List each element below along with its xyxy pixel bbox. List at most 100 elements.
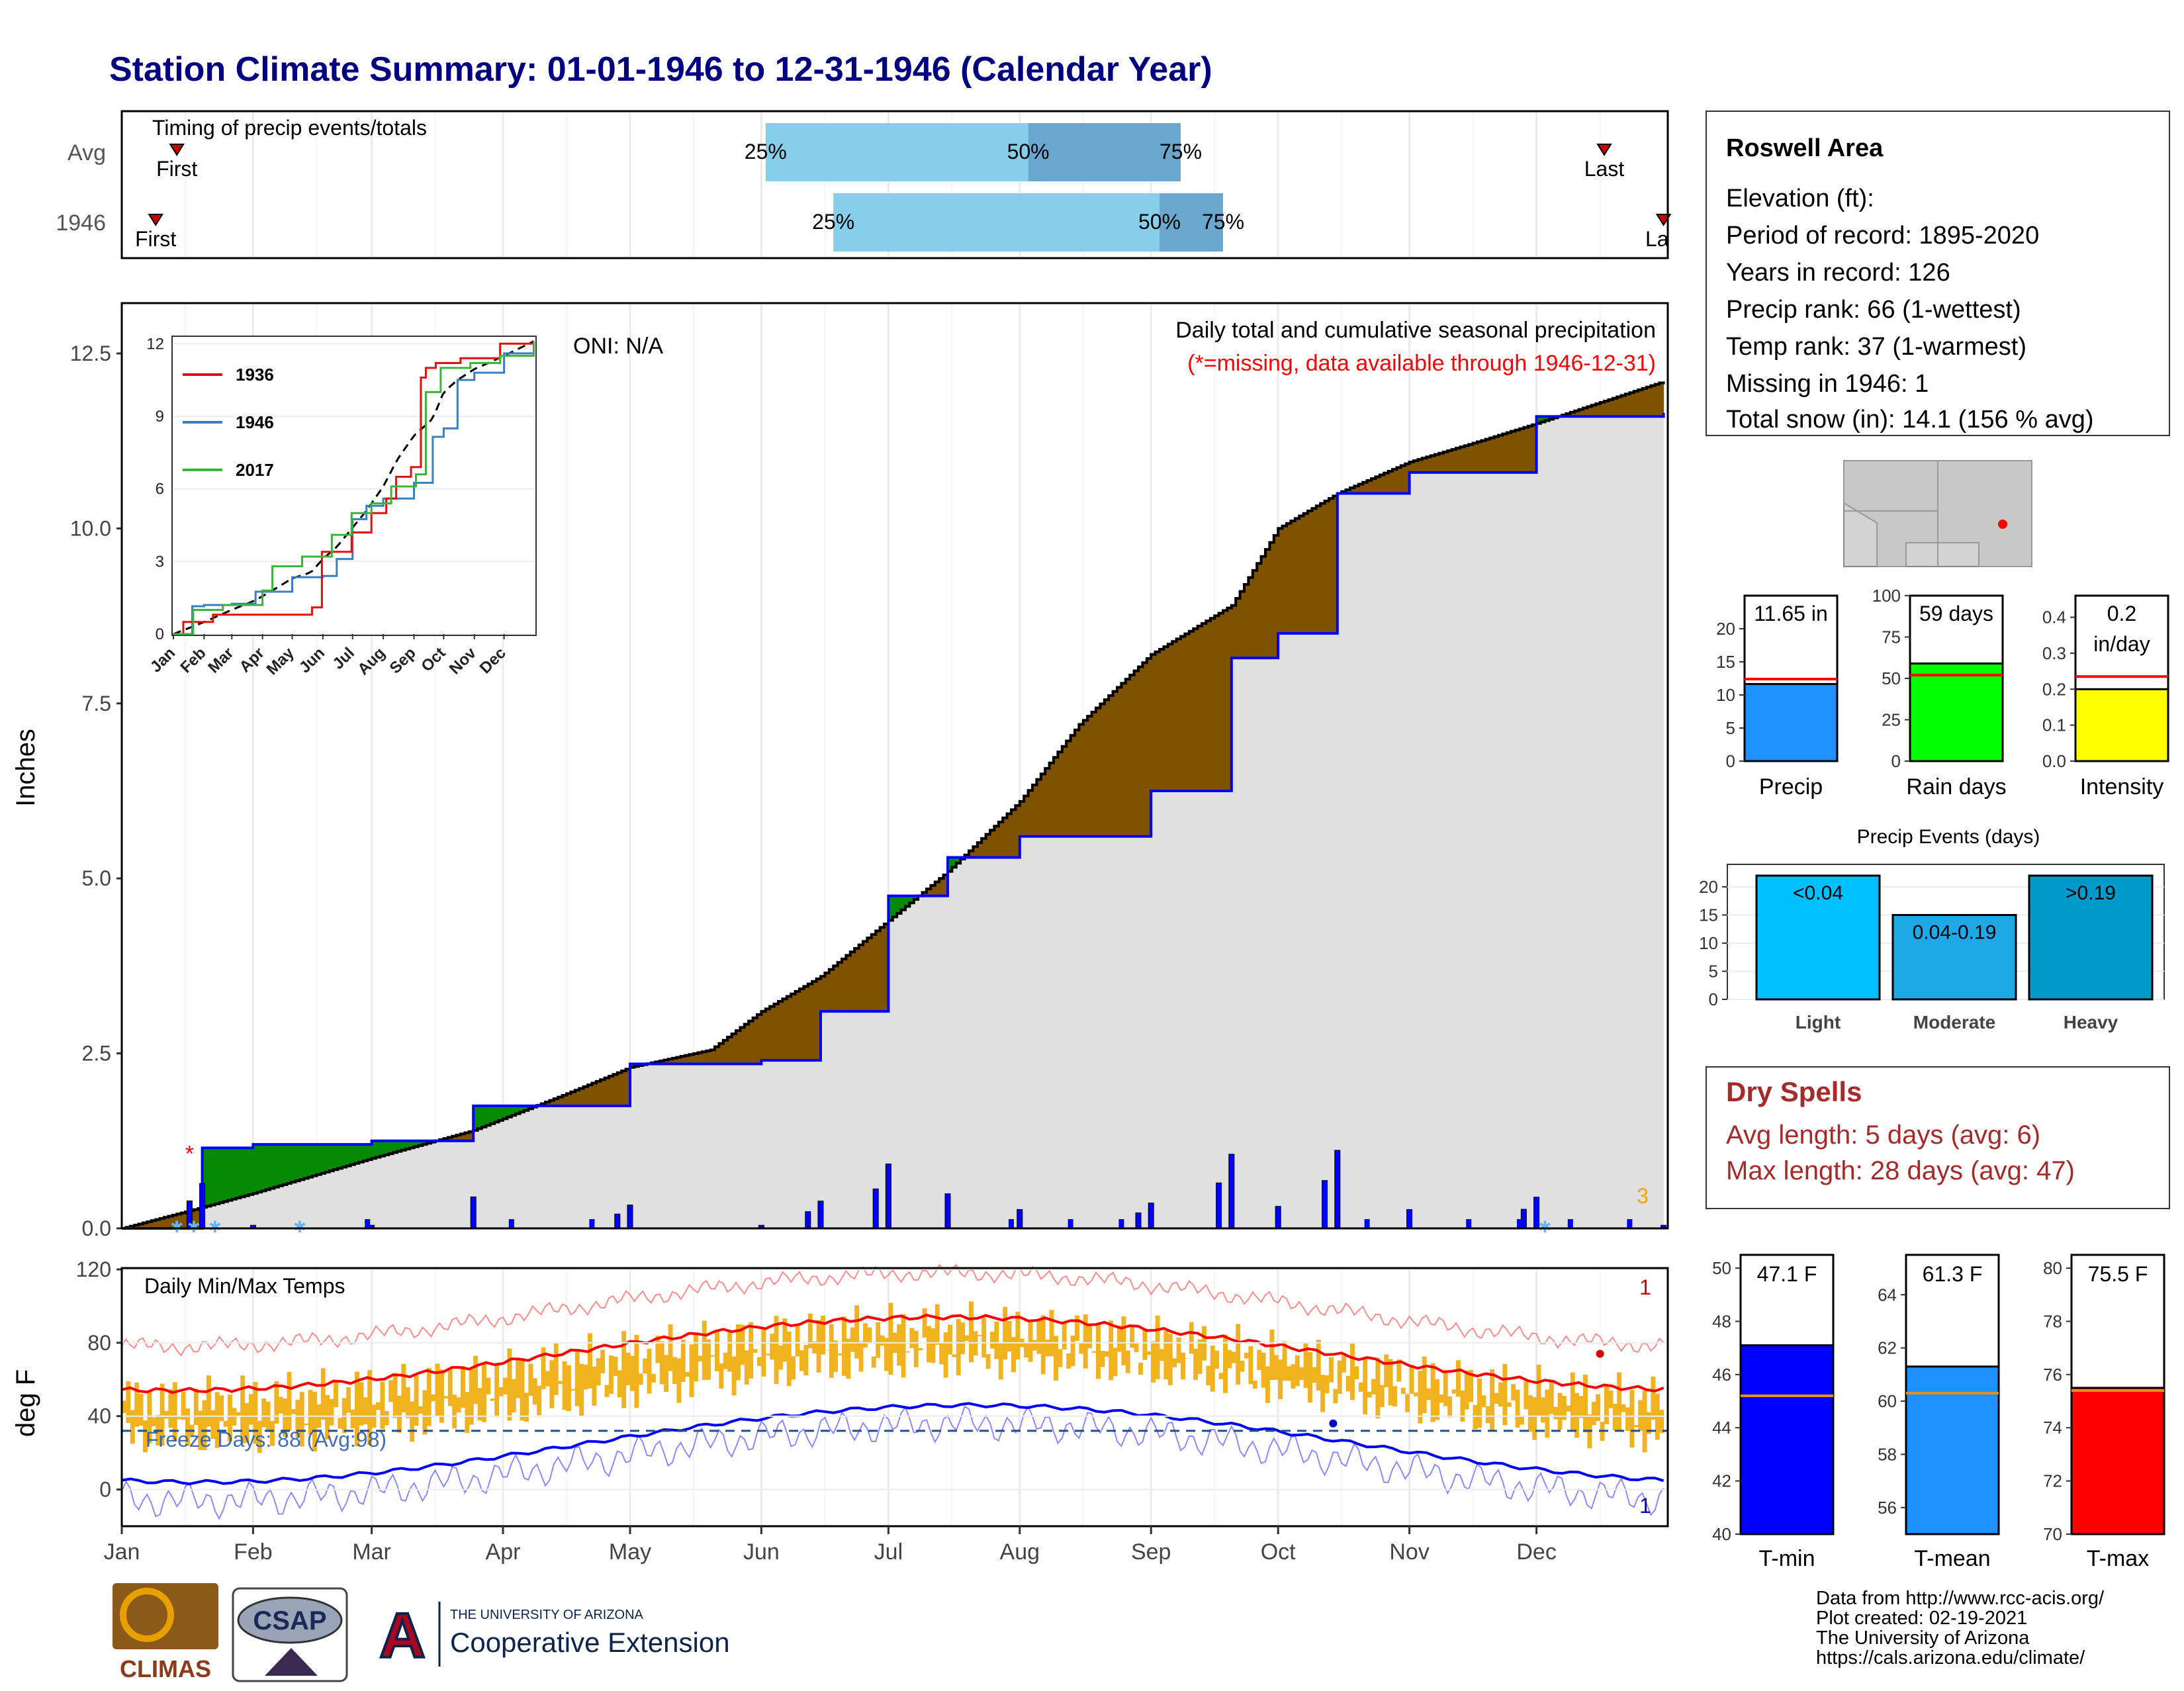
temp-bar-tick-label-0: 40 — [1712, 1524, 1731, 1544]
daily-temp-range-bar — [821, 1316, 825, 1355]
daily-precip-bar — [1136, 1212, 1141, 1228]
csap-logo: CSAP — [233, 1588, 347, 1681]
daily-temp-range-bar — [376, 1402, 381, 1410]
precip-base-strip — [249, 1195, 253, 1228]
station-line-precip-rank: Precip rank: 66 (1-wettest) — [1726, 296, 2021, 324]
precip-below-avg-strip — [588, 1085, 592, 1106]
precip-base-strip — [1320, 633, 1325, 1228]
precip-base-strip — [1651, 416, 1655, 1228]
timing-avg-last-label: Last — [1584, 157, 1625, 181]
temp-bar-label-t-min: T-min — [1759, 1546, 1815, 1571]
precip-base-strip — [1062, 837, 1067, 1228]
precip-base-strip — [266, 1189, 271, 1228]
inset-month-label: Jan — [147, 644, 179, 676]
precip-base-strip — [418, 1146, 423, 1228]
precip-base-strip — [1177, 791, 1181, 1228]
precip-base-strip — [723, 1064, 728, 1228]
daily-temp-range-bar — [1236, 1324, 1240, 1385]
precip-base-strip — [1163, 791, 1168, 1228]
mini-bar-tick-label-2: 0.0 — [2042, 751, 2066, 771]
precip-base-strip — [1147, 837, 1152, 1228]
precip-base-strip — [1316, 633, 1321, 1228]
daily-temp-range-bar — [334, 1381, 338, 1407]
precip-below-avg-strip — [1036, 780, 1041, 837]
precip-base-strip — [1460, 473, 1465, 1228]
daily-temp-range-bar — [1193, 1349, 1198, 1380]
daily-temp-range-bar — [1113, 1348, 1118, 1376]
daily-temp-range-bar — [880, 1336, 885, 1346]
precip-base-strip — [833, 1011, 838, 1228]
precip-base-strip — [507, 1117, 512, 1228]
precip-base-strip — [791, 1060, 796, 1228]
precip-base-strip — [516, 1114, 520, 1228]
daily-precip-bar-small — [1009, 1219, 1014, 1228]
precip-below-avg-strip — [1643, 388, 1647, 416]
precip-below-avg-strip — [1257, 563, 1261, 658]
mini-bar-tick-label-0: 15 — [1716, 652, 1735, 672]
daily-temp-range-bar — [194, 1389, 199, 1425]
precip-base-strip — [715, 1064, 719, 1228]
daily-temp-range-bar — [1516, 1390, 1520, 1428]
precip-below-avg-strip — [859, 945, 864, 1011]
daily-temp-range-bar — [397, 1396, 402, 1433]
precip-below-avg-strip — [1456, 448, 1461, 473]
precip-above-avg-strip — [240, 1148, 245, 1197]
precip-base-strip — [643, 1065, 647, 1228]
daily-temp-range-bar — [909, 1328, 914, 1348]
daily-temp-range-bar — [960, 1322, 965, 1354]
mini-bar-tick-label-0: 10 — [1716, 685, 1735, 705]
events-bar-label-heavy: Heavy — [2064, 1012, 2118, 1032]
daily-temp-range-bar — [512, 1379, 516, 1412]
daily-temp-range-bar — [787, 1332, 792, 1386]
precip-base-strip — [1066, 837, 1071, 1228]
precip-below-avg-strip — [1142, 663, 1147, 837]
precip-below-avg-strip — [1392, 469, 1397, 493]
inset-y-tick-label: 9 — [156, 408, 164, 426]
daily-temp-range-bar — [1163, 1331, 1168, 1380]
precip-base-strip — [727, 1064, 732, 1228]
temp-bar-value-t-mean — [1906, 1367, 1999, 1534]
temp-bar-tick-label-0: 46 — [1712, 1365, 1731, 1385]
precip-below-avg-strip — [1126, 679, 1130, 837]
daily-temp-range-bar — [1198, 1340, 1203, 1374]
daily-temp-range-bar — [1579, 1396, 1584, 1418]
precip-base-strip — [1079, 837, 1083, 1228]
daily-temp-range-bar — [321, 1368, 326, 1420]
daily-temp-range-bar — [626, 1353, 631, 1385]
precip-base-strip — [846, 1011, 850, 1228]
precip-below-avg-strip — [1071, 735, 1075, 837]
precip-base-strip — [1426, 473, 1431, 1228]
precip-below-avg-strip — [803, 986, 808, 1060]
station-location-dot — [1998, 520, 2007, 529]
daily-temp-range-bar — [1036, 1319, 1041, 1353]
precip-base-strip — [1613, 416, 1617, 1228]
precip-below-avg-strip — [1244, 584, 1249, 658]
daily-temp-range-bar — [634, 1335, 639, 1408]
footer-line-created: Plot created: 02-19-2021 — [1816, 1608, 2027, 1629]
precip-below-avg-strip — [1117, 688, 1122, 837]
precip-base-strip — [1384, 494, 1388, 1228]
daily-temp-range-bar — [761, 1328, 766, 1377]
precip-base-strip — [367, 1160, 372, 1228]
daily-temp-range-bar — [1265, 1366, 1270, 1402]
precip-below-avg-strip — [1011, 809, 1016, 857]
precip-base-strip — [570, 1106, 575, 1228]
precip-base-strip — [270, 1189, 275, 1228]
temp-bar-tick-label-1: 58 — [1878, 1444, 1897, 1464]
precip-below-avg-strip — [736, 1030, 741, 1064]
precip-above-avg-strip — [334, 1144, 338, 1169]
precip-base-strip — [1172, 791, 1177, 1228]
daily-temp-range-bar — [867, 1328, 872, 1344]
precip-base-strip — [549, 1106, 554, 1228]
precip-base-strip — [1431, 473, 1435, 1228]
precip-base-strip — [482, 1127, 486, 1228]
precip-base-strip — [850, 1011, 855, 1228]
daily-temp-range-bar — [1206, 1366, 1210, 1385]
precip-base-strip — [486, 1125, 490, 1228]
precip-base-strip — [435, 1141, 440, 1228]
daily-temp-range-bar — [579, 1364, 584, 1416]
daily-temp-range-bar — [918, 1348, 923, 1350]
daily-temp-range-bar — [1617, 1372, 1621, 1432]
precip-base-strip — [1634, 416, 1639, 1228]
daily-temp-range-bar — [567, 1365, 571, 1411]
